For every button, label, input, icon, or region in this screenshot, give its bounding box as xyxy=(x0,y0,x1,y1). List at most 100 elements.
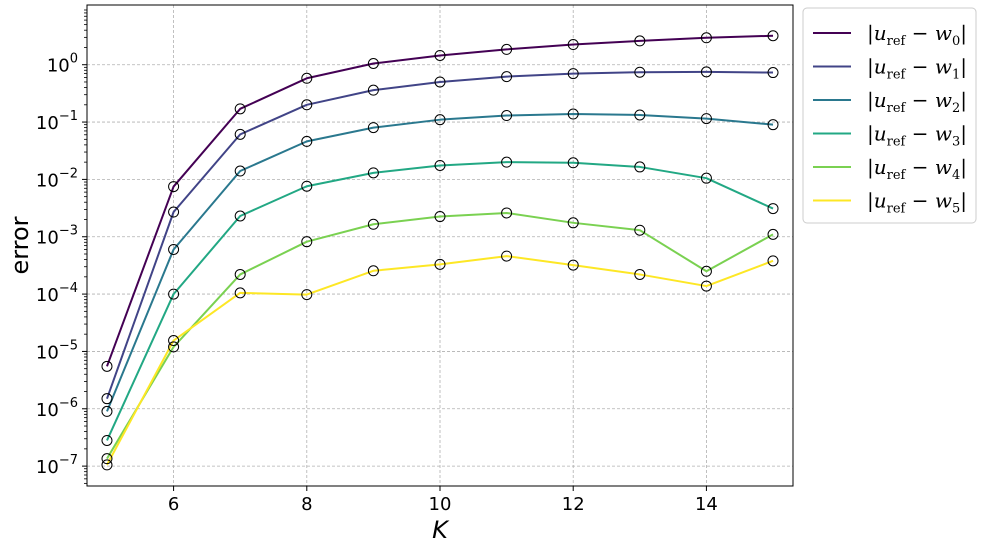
data-point-w5 xyxy=(700,280,712,292)
data-point-w5 xyxy=(367,265,379,277)
data-point-w0 xyxy=(234,103,246,115)
y-tick-base: 10 xyxy=(36,285,59,306)
y-tick-exponent: −6 xyxy=(59,396,78,411)
data-point-w0 xyxy=(434,49,446,61)
data-point-w3 xyxy=(367,167,379,179)
data-point-w2 xyxy=(234,165,246,177)
series-markers xyxy=(101,30,779,471)
data-point-w0 xyxy=(567,39,579,51)
y-tick-label: 10−3 xyxy=(36,224,78,249)
data-point-w3 xyxy=(700,172,712,184)
data-point-w4 xyxy=(700,265,712,277)
legend-entry-w5: |uref − w5| xyxy=(813,189,967,217)
data-point-w5 xyxy=(567,259,579,271)
y-tick-exponent: −1 xyxy=(59,109,78,124)
data-point-w1 xyxy=(767,67,779,79)
y-tick-label: 10−7 xyxy=(36,453,78,478)
data-point-w1 xyxy=(700,66,712,78)
data-point-w1 xyxy=(168,206,180,218)
data-point-w0 xyxy=(634,35,646,47)
data-point-w3 xyxy=(234,210,246,222)
data-point-w5 xyxy=(767,255,779,267)
data-point-w2 xyxy=(434,114,446,126)
legend-label: |uref − w2| xyxy=(867,88,967,116)
data-point-w4 xyxy=(234,268,246,280)
series-line-w5 xyxy=(106,255,774,466)
data-point-w3 xyxy=(434,159,446,171)
data-point-w2 xyxy=(501,110,513,122)
data-point-w1 xyxy=(501,71,513,83)
x-axis-ticks: 6 8 10 12 14 xyxy=(168,486,718,515)
data-point-w5 xyxy=(501,250,513,262)
series-lines xyxy=(106,34,774,466)
y-tick-exponent: −3 xyxy=(59,224,78,239)
data-point-w1 xyxy=(234,128,246,140)
data-point-w0 xyxy=(101,360,113,372)
x-tick-label: 12 xyxy=(562,494,585,515)
x-tick-label: 10 xyxy=(429,494,452,515)
data-point-w1 xyxy=(434,76,446,88)
data-point-w5 xyxy=(234,287,246,299)
data-point-w5 xyxy=(168,335,180,347)
data-point-w2 xyxy=(301,135,313,147)
legend-entry-w3: |uref − w3| xyxy=(813,122,967,150)
x-tick-label: 8 xyxy=(301,494,312,515)
series-line-w4 xyxy=(106,211,774,460)
data-point-w2 xyxy=(101,405,113,417)
y-tick-exponent: 0 xyxy=(70,52,78,67)
data-point-w0 xyxy=(767,30,779,42)
y-tick-base: 10 xyxy=(36,457,59,478)
legend-label: |uref − w3| xyxy=(867,122,967,150)
data-point-w4 xyxy=(367,218,379,230)
x-tick-label: 14 xyxy=(695,494,718,515)
data-point-w4 xyxy=(168,341,180,353)
legend-box xyxy=(802,7,977,224)
grid xyxy=(87,5,793,486)
data-point-w5 xyxy=(301,289,313,301)
legend: |uref − w0| |uref − w1| |uref − w2| |uref −… xyxy=(802,7,977,224)
y-axis-label: error xyxy=(6,216,34,274)
y-tick-exponent: −2 xyxy=(59,166,78,181)
y-tick-exponent: −5 xyxy=(59,338,78,353)
series-line-w2 xyxy=(106,113,774,412)
y-tick-exponent: −7 xyxy=(59,453,78,468)
y-tick-label: 10−4 xyxy=(36,281,78,306)
data-point-w0 xyxy=(501,43,513,55)
legend-label: |uref − w0| xyxy=(867,21,967,49)
series-line-w0 xyxy=(106,34,774,367)
data-point-w2 xyxy=(367,122,379,134)
x-tick-label: 6 xyxy=(168,494,179,515)
y-tick-label: 100 xyxy=(47,52,78,77)
data-point-w0 xyxy=(168,181,180,193)
data-point-w4 xyxy=(767,228,779,240)
series-line-w1 xyxy=(106,70,774,400)
y-tick-base: 10 xyxy=(36,113,59,134)
data-point-w1 xyxy=(101,393,113,405)
y-tick-label: 10−6 xyxy=(36,396,78,421)
legend-entry-w2: |uref − w2| xyxy=(813,88,967,116)
legend-entry-w4: |uref − w4| xyxy=(813,155,967,183)
data-point-w3 xyxy=(168,288,180,300)
data-point-w0 xyxy=(700,32,712,44)
y-tick-label: 10−5 xyxy=(36,338,78,363)
data-point-w3 xyxy=(501,156,513,168)
data-point-w3 xyxy=(634,161,646,173)
data-point-w4 xyxy=(301,236,313,248)
data-point-w1 xyxy=(367,84,379,96)
y-tick-base: 10 xyxy=(36,342,59,363)
y-tick-base: 10 xyxy=(36,400,59,421)
data-point-w1 xyxy=(567,68,579,80)
legend-entry-w1: |uref − w1| xyxy=(813,55,967,83)
y-tick-exponent: −4 xyxy=(59,281,78,296)
data-point-w3 xyxy=(301,180,313,192)
y-tick-base: 10 xyxy=(47,56,70,77)
data-point-w3 xyxy=(767,203,779,215)
legend-label: |uref − w5| xyxy=(867,189,967,217)
data-point-w5 xyxy=(634,268,646,280)
data-point-w2 xyxy=(168,243,180,255)
x-axis-label: K xyxy=(432,516,450,544)
data-point-w4 xyxy=(501,207,513,219)
data-point-w1 xyxy=(301,99,313,111)
y-tick-base: 10 xyxy=(36,170,59,191)
